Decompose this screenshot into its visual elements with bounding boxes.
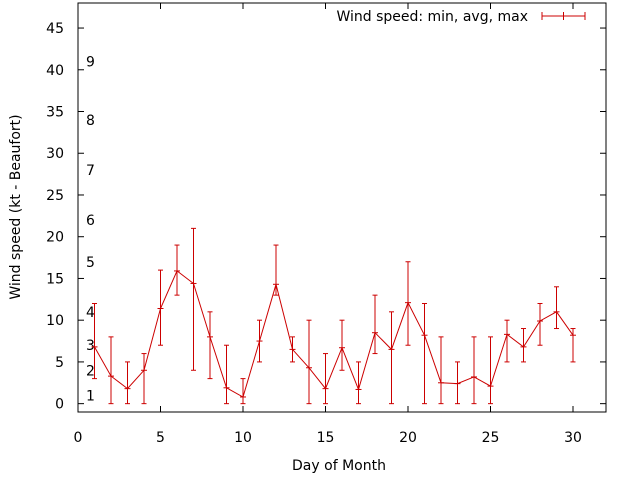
y-tick-label: 10 (46, 313, 64, 329)
beaufort-label: 6 (86, 213, 95, 229)
y-tick-label: 40 (46, 63, 64, 79)
x-tick-label: 0 (74, 430, 83, 446)
x-tick-label: 30 (564, 430, 582, 446)
legend: Wind speed: min, avg, max (336, 9, 586, 25)
beaufort-label: 7 (86, 163, 95, 179)
beaufort-label: 9 (86, 54, 95, 70)
beaufort-label: 8 (86, 113, 95, 129)
beaufort-scale-labels: 1 2 3 4 5 6 7 8 9 (86, 54, 95, 404)
x-axis-label: Day of Month (292, 458, 386, 474)
series-wind-speed (91, 227, 576, 405)
y-tick-label: 25 (46, 188, 64, 204)
y-tick-label: 15 (46, 271, 64, 287)
beaufort-label: 1 (86, 388, 95, 404)
y-tick-label: 20 (46, 230, 64, 246)
y-tick-label: 45 (46, 21, 64, 37)
x-tick-label: 5 (156, 430, 165, 446)
plot-frame (77, 2, 607, 413)
y-tick-label: 30 (46, 146, 64, 162)
beaufort-label: 3 (86, 338, 95, 354)
legend-label: Wind speed: min, avg, max (336, 9, 528, 25)
y-axis-label: Wind speed (kt - Beaufort) (8, 114, 24, 299)
x-tick-label: 25 (482, 430, 500, 446)
y-tick-label: 0 (55, 397, 64, 413)
beaufort-label: 2 (86, 363, 95, 379)
series-line (94, 270, 574, 398)
x-tick-label: 15 (317, 430, 335, 446)
y-tick-label: 35 (46, 105, 64, 121)
x-axis-ticks: 0 5 10 15 20 25 30 (74, 3, 582, 446)
beaufort-label: 5 (86, 255, 95, 271)
x-tick-label: 20 (399, 430, 417, 446)
y-tick-label: 5 (55, 355, 64, 371)
beaufort-label: 4 (86, 305, 95, 321)
x-tick-label: 10 (234, 430, 252, 446)
